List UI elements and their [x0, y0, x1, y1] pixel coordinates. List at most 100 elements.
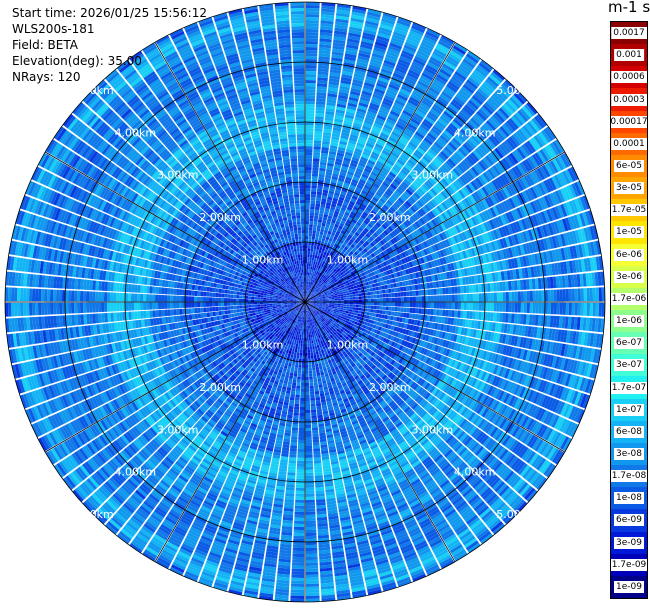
gate-cell [315, 261, 318, 265]
gate-cell [319, 246, 323, 251]
gate-cell [313, 218, 318, 222]
gate-cell [305, 8, 320, 12]
gate-cell [415, 308, 419, 314]
gate-cell [505, 302, 509, 313]
gate-cell [469, 311, 473, 320]
gate-cell [463, 302, 467, 310]
gate-cell [305, 182, 311, 186]
gate-cell [346, 302, 350, 305]
gate-cell [328, 81, 340, 86]
gate-cell [314, 242, 318, 247]
gate-cell [358, 304, 362, 308]
gate-cell [412, 302, 416, 308]
gate-cell [354, 70, 366, 76]
gate-cell [322, 134, 331, 139]
gate-cell [574, 288, 578, 302]
gate-cell [310, 194, 316, 198]
gate-cell [382, 293, 386, 298]
gate-cell [305, 44, 318, 48]
gate-cell [374, 88, 385, 95]
gate-cell [312, 170, 319, 174]
gate-cell [320, 155, 328, 160]
gate-cell [383, 59, 396, 67]
gate-cell [375, 286, 380, 291]
gate-cell [366, 73, 378, 80]
gate-cell [311, 266, 315, 271]
gate-cell [350, 14, 365, 21]
gate-cell [327, 93, 338, 98]
gate-cell [323, 232, 328, 237]
gate-cell [364, 79, 376, 85]
gate-cell [370, 58, 383, 65]
gate-cell [384, 56, 397, 64]
gate-cell [331, 54, 344, 59]
gate-cell [305, 206, 310, 210]
gate-cell [363, 122, 373, 129]
gate-cell [460, 302, 464, 310]
gate-cell [315, 107, 325, 111]
gate-cell [321, 222, 326, 227]
gate-cell [385, 289, 389, 294]
gate-cell [305, 194, 311, 198]
gate-cell [352, 294, 356, 297]
gate-cell [305, 71, 317, 75]
gate-cell [502, 292, 506, 302]
gate-cell [373, 298, 377, 302]
gate-cell [335, 15, 350, 21]
gate-cell [475, 293, 479, 302]
gate-cell [305, 218, 310, 222]
gate-cell [318, 234, 323, 239]
ray [305, 3, 351, 302]
gate-cell [341, 73, 353, 79]
gate-cell [308, 287, 311, 291]
gate-cell [336, 183, 343, 188]
gate-cell [315, 110, 325, 114]
gate-cell [508, 291, 512, 302]
gate-cell [311, 176, 318, 180]
gate-cell [378, 73, 391, 81]
gate-cell [307, 248, 311, 252]
gate-cell [394, 306, 398, 312]
gate-cell [358, 293, 362, 297]
gate-cell [306, 266, 309, 270]
gate-cell [370, 309, 374, 313]
gate-cell [328, 227, 333, 232]
gate-cell [334, 189, 341, 194]
gate-cell [305, 149, 313, 153]
ray [305, 12, 397, 302]
gate-cell [433, 288, 437, 295]
gate-cell [323, 211, 329, 215]
gate-cell [318, 216, 323, 220]
gate-cell [388, 311, 392, 316]
gate-cell [306, 287, 309, 291]
gate-cell [305, 23, 319, 27]
gate-cell [312, 158, 320, 162]
gate-cell [332, 197, 339, 203]
ray [305, 8, 382, 302]
gate-cell [427, 295, 431, 302]
gate-cell [490, 302, 494, 312]
gate-cell [347, 142, 356, 148]
gate-cell [305, 146, 313, 150]
gate-cell [375, 38, 389, 45]
gate-cell [330, 139, 339, 144]
gate-cell [330, 66, 342, 71]
gate-cell [451, 286, 455, 294]
gate-cell [433, 302, 437, 309]
gate-cell [349, 304, 353, 307]
gate-cell [345, 151, 353, 157]
gate-cell [324, 226, 329, 231]
gate-cell [326, 220, 331, 225]
gate-cell [538, 302, 542, 314]
gate-cell [357, 55, 370, 62]
gate-cell [323, 251, 327, 256]
gate-cell [307, 245, 311, 249]
gate-cell [316, 268, 320, 272]
gate-cell [448, 294, 452, 302]
gate-cell [320, 158, 328, 163]
gate-cell [355, 145, 364, 151]
ray [305, 16, 412, 302]
gate-cell [307, 260, 310, 264]
gate-cell [348, 96, 359, 102]
gate-cell [346, 108, 356, 114]
